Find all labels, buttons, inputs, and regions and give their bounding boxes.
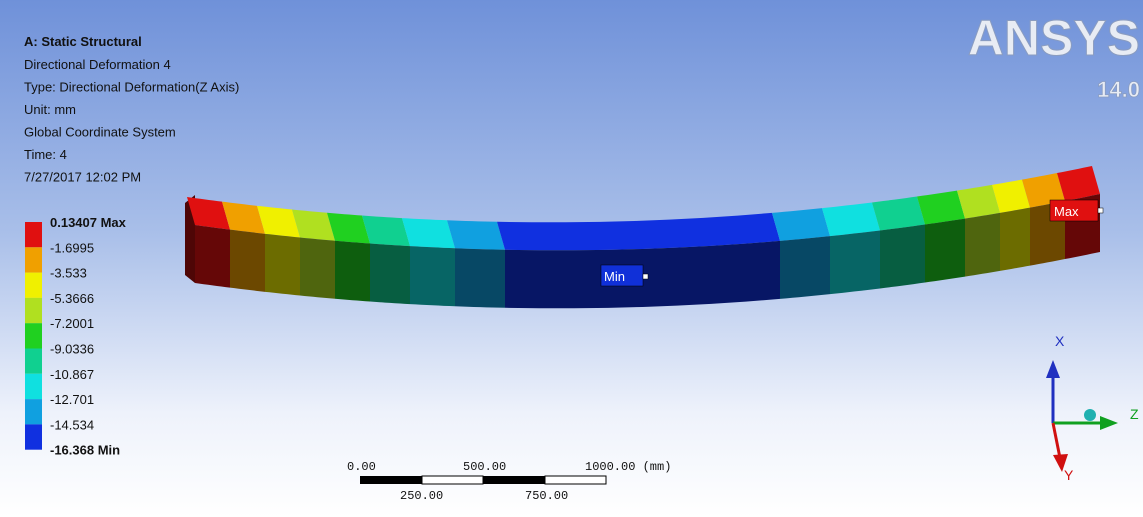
scale-seg xyxy=(422,476,483,484)
beam-side xyxy=(300,238,335,299)
scale-label: 750.00 xyxy=(525,489,568,503)
beam-top xyxy=(822,202,880,236)
legend-swatch xyxy=(25,273,42,298)
legend-label: -16.368 Min xyxy=(50,443,120,458)
scale-label: 500.00 xyxy=(463,460,506,474)
legend-label: -10.867 xyxy=(50,367,94,382)
legend-swatch xyxy=(25,247,42,272)
legend-label: -1.6995 xyxy=(50,240,94,255)
beam-top xyxy=(772,208,830,241)
legend-label: -9.0336 xyxy=(50,342,94,357)
min-label: Min xyxy=(604,269,625,284)
scene: A: Static Structural Directional Deforma… xyxy=(0,0,1143,517)
header-line: Global Coordinate System xyxy=(24,125,176,140)
scale-label: 250.00 xyxy=(400,489,443,503)
legend-swatch xyxy=(25,298,42,323)
legend-label: -12.701 xyxy=(50,392,94,407)
legend-swatch xyxy=(25,323,42,348)
beam-side xyxy=(230,230,265,292)
beam-side xyxy=(265,234,300,296)
beam-side xyxy=(965,213,1000,277)
legend-label: -14.534 xyxy=(50,417,94,432)
min-marker xyxy=(643,274,648,279)
logo-version: 14.0 xyxy=(1097,77,1140,102)
logo-brand: ANSYS xyxy=(968,10,1140,66)
beam-side xyxy=(370,244,410,305)
scale-seg xyxy=(360,476,422,484)
beam-side xyxy=(780,236,830,299)
max-marker xyxy=(1098,208,1103,213)
header-line: Type: Directional Deformation(Z Axis) xyxy=(24,80,239,95)
scale-seg xyxy=(483,476,545,484)
beam-top xyxy=(872,197,925,231)
legend-swatch xyxy=(25,349,42,374)
beam-side xyxy=(195,225,230,288)
header-line: Directional Deformation 4 xyxy=(24,57,171,72)
legend-label: -5.3666 xyxy=(50,291,94,306)
legend-label: -7.2001 xyxy=(50,316,94,331)
scale-bar: 0.00 500.00 1000.00 (mm) 250.00 750.00 xyxy=(347,460,671,503)
beam-side xyxy=(455,248,505,308)
scale-seg xyxy=(545,476,606,484)
legend-label: -3.533 xyxy=(50,266,87,281)
beam-side xyxy=(1000,208,1030,271)
legend-label: 0.13407 Max xyxy=(50,215,127,230)
scale-label: 1000.00 (mm) xyxy=(585,460,671,474)
beam-side xyxy=(335,241,370,302)
legend-swatch xyxy=(25,222,42,247)
legend-swatch xyxy=(25,399,42,424)
triad-x: X xyxy=(1055,333,1065,349)
legend-swatch xyxy=(25,424,42,449)
triad-z: Z xyxy=(1130,406,1139,422)
legend-swatch xyxy=(25,374,42,399)
legend: 0.13407 Max -1.6995 -3.533 -5.3666 -7.2001 -9… xyxy=(25,215,127,458)
beam-side xyxy=(925,219,965,283)
max-label: Max xyxy=(1054,204,1079,219)
header-line: 7/27/2017 12:02 PM xyxy=(24,170,141,185)
header-line: Unit: mm xyxy=(24,102,76,117)
triad: X Y Z xyxy=(1046,333,1139,483)
beam-top xyxy=(402,218,455,248)
beam-side xyxy=(410,246,455,306)
triad-y: Y xyxy=(1064,467,1074,483)
scale-label: 0.00 xyxy=(347,460,376,474)
beam-side xyxy=(880,225,925,289)
header-title: A: Static Structural xyxy=(24,34,142,49)
beam-side xyxy=(830,230,880,294)
viewport: A: Static Structural Directional Deforma… xyxy=(0,0,1143,517)
beam-top xyxy=(917,191,965,225)
beam xyxy=(185,166,1100,308)
beam-top xyxy=(447,220,505,250)
header-line: Time: 4 xyxy=(24,147,67,162)
